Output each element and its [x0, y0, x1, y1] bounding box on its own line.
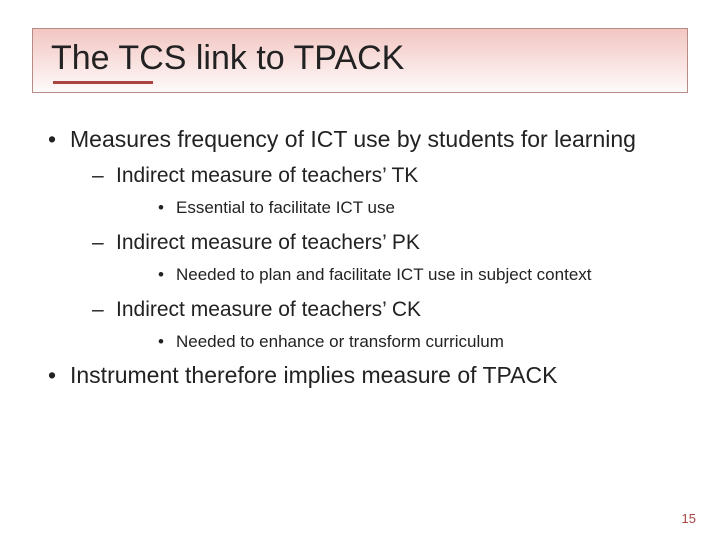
bullet-list-lvl1: Measures frequency of ICT use by student…	[42, 125, 678, 389]
bullet-lvl1: Instrument therefore implies measure of …	[42, 361, 678, 390]
bullet-lvl3: Needed to plan and facilitate ICT use in…	[116, 263, 678, 288]
slide: The TCS link to TPACK Measures frequency…	[0, 0, 720, 540]
bullet-text: Essential to facilitate ICT use	[176, 198, 395, 217]
bullet-text: Indirect measure of teachers’ CK	[116, 298, 421, 321]
content-area: Measures frequency of ICT use by student…	[32, 97, 688, 389]
bullet-text: Needed to enhance or transform curriculu…	[176, 332, 504, 351]
bullet-lvl3: Essential to facilitate ICT use	[116, 196, 678, 221]
bullet-list-lvl3: Needed to enhance or transform curriculu…	[116, 330, 678, 355]
bullet-lvl1: Measures frequency of ICT use by student…	[42, 125, 678, 355]
bullet-text: Measures frequency of ICT use by student…	[70, 126, 636, 152]
bullet-list-lvl2: Indirect measure of teachers’ TK Essenti…	[70, 162, 678, 355]
bullet-lvl2: Indirect measure of teachers’ CK Needed …	[70, 296, 678, 355]
bullet-text: Indirect measure of teachers’ TK	[116, 164, 418, 187]
bullet-lvl3: Needed to enhance or transform curriculu…	[116, 330, 678, 355]
bullet-text: Needed to plan and facilitate ICT use in…	[176, 265, 592, 284]
title-underline	[53, 81, 153, 84]
bullet-lvl2: Indirect measure of teachers’ TK Essenti…	[70, 162, 678, 221]
bullet-text: Indirect measure of teachers’ PK	[116, 231, 420, 254]
title-box: The TCS link to TPACK	[32, 28, 688, 93]
slide-title: The TCS link to TPACK	[51, 39, 669, 78]
page-number: 15	[682, 511, 696, 526]
bullet-list-lvl3: Needed to plan and facilitate ICT use in…	[116, 263, 678, 288]
bullet-lvl2: Indirect measure of teachers’ PK Needed …	[70, 229, 678, 288]
bullet-list-lvl3: Essential to facilitate ICT use	[116, 196, 678, 221]
bullet-text: Instrument therefore implies measure of …	[70, 362, 557, 388]
